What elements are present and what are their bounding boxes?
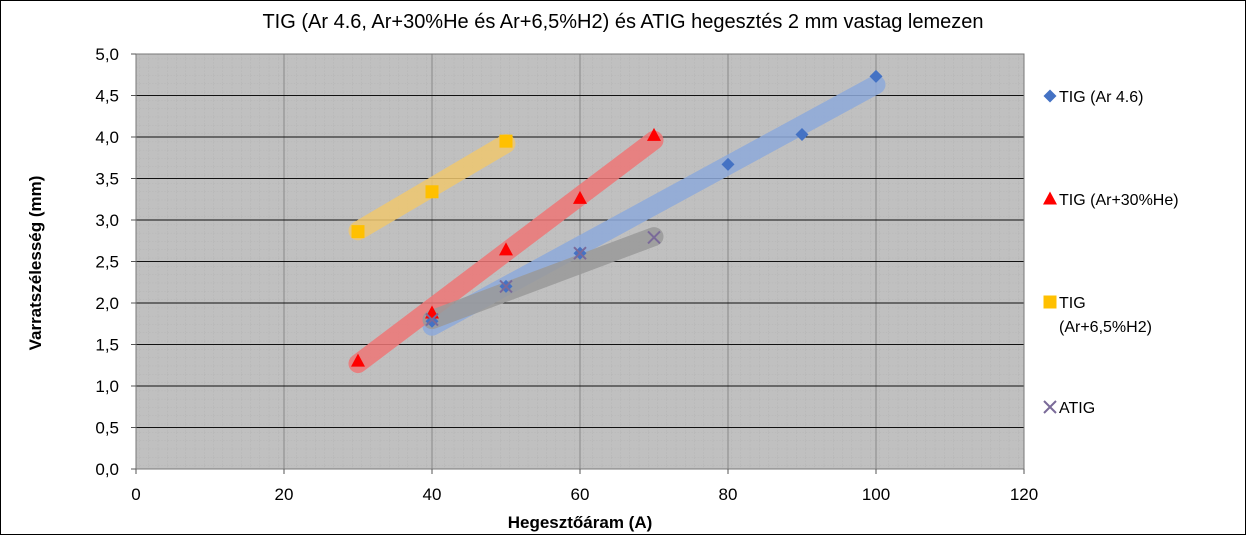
legend-label: TIG xyxy=(1059,295,1086,312)
x-tick-label: 20 xyxy=(275,485,294,504)
data-point xyxy=(573,190,587,204)
data-points xyxy=(351,69,883,367)
y-tick-label: 3,5 xyxy=(95,170,119,189)
data-point xyxy=(351,225,365,239)
data-point xyxy=(647,230,661,245)
legend: TIG (Ar 4.6) TIG (Ar+30%He) TIG (Ar+6,5%H2)… xyxy=(1043,89,1179,417)
legend-label: TIG (Ar+30%He) xyxy=(1059,192,1179,209)
x-axis-ticks: 0 20 40 60 80 100 120 xyxy=(131,469,1038,504)
chart-title: TIG (Ar 4.6, Ar+30%He és Ar+6,5%H2) és A… xyxy=(262,11,983,33)
y-axis-ticks: 0,0 0,5 1,0 1,5 2,0 2,5 3,0 3,5 4,0 4,5 5,0 xyxy=(95,45,136,479)
y-axis-label: Varratszélesség (mm) xyxy=(26,176,45,351)
x-tick-label: 0 xyxy=(131,485,140,504)
data-point xyxy=(573,246,587,260)
x-tick-label: 100 xyxy=(862,485,890,504)
y-tick-label: 4,5 xyxy=(95,87,119,106)
legend-label-line2: (Ar+6,5%H2) xyxy=(1059,319,1152,336)
x-tick-label: 120 xyxy=(1010,485,1038,504)
legend-marker xyxy=(1043,89,1057,103)
y-tick-label: 3,0 xyxy=(95,211,119,230)
y-tick-label: 1,5 xyxy=(95,336,119,355)
x-tick-label: 60 xyxy=(571,485,590,504)
legend-marker xyxy=(1043,295,1057,309)
data-point xyxy=(425,185,439,199)
y-tick-label: 5,0 xyxy=(95,45,119,64)
data-point xyxy=(869,69,883,83)
y-tick-label: 1,0 xyxy=(95,377,119,396)
legend-marker xyxy=(1043,191,1057,205)
data-point xyxy=(425,312,439,327)
x-axis-label: Hegesztőáram (A) xyxy=(508,513,653,532)
data-point xyxy=(351,353,365,367)
y-tick-label: 4,0 xyxy=(95,128,119,147)
y-tick-label: 0,5 xyxy=(95,419,119,438)
legend-marker xyxy=(1043,400,1057,414)
data-point xyxy=(647,127,661,141)
x-tick-label: 80 xyxy=(719,485,738,504)
horizontal-gridlines xyxy=(136,95,1024,428)
data-point xyxy=(499,242,513,256)
legend-label: ATIG xyxy=(1059,400,1095,417)
data-point xyxy=(499,134,513,148)
legend-label: TIG (Ar 4.6) xyxy=(1059,89,1143,106)
y-tick-label: 2,0 xyxy=(95,294,119,313)
trend-band xyxy=(422,227,664,330)
y-tick-label: 0,0 xyxy=(95,460,119,479)
data-point xyxy=(795,128,809,142)
x-tick-label: 40 xyxy=(423,485,442,504)
data-point xyxy=(499,279,513,294)
data-point xyxy=(721,157,735,171)
y-tick-label: 2,5 xyxy=(95,253,119,272)
